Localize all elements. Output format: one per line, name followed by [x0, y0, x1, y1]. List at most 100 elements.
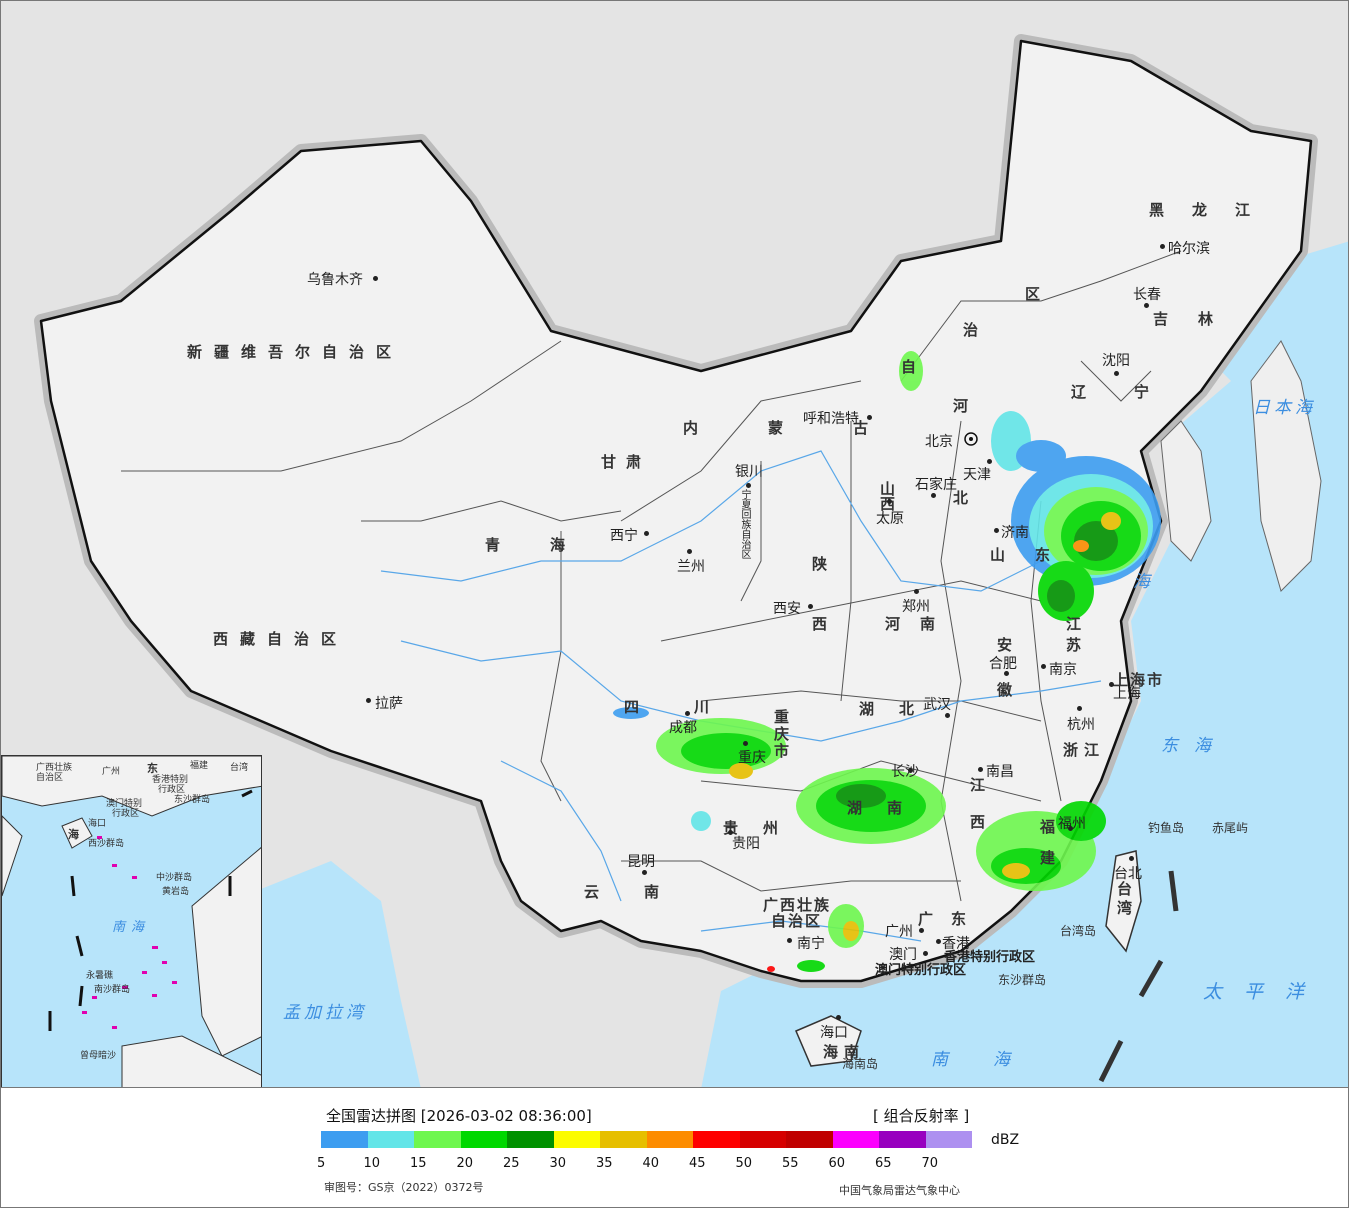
- city-dot: [908, 768, 913, 773]
- inset-label-guangzhou: 广州: [102, 767, 121, 777]
- province-label-neimenggu: 内蒙古: [683, 419, 939, 437]
- province-label-hunan: 湖南: [847, 799, 928, 817]
- province-label-guangxi-2: 自治区: [771, 912, 823, 930]
- province-label-xizang: 西藏自治区: [213, 630, 349, 648]
- legend-swatch: [879, 1131, 926, 1148]
- province-label-jilin: 吉林: [1153, 310, 1244, 328]
- city-dot: [914, 589, 919, 594]
- island-taiwan: 台湾岛: [1060, 924, 1097, 938]
- city-fuzhou: 福州: [1058, 816, 1086, 832]
- city-dot: [687, 549, 692, 554]
- city-dot: [936, 939, 941, 944]
- legend-swatch: [786, 1131, 833, 1148]
- legend-tick-label: 25: [503, 1156, 520, 1171]
- inset-label-hk-2: 行政区: [158, 785, 186, 795]
- legend-swatch: [553, 1131, 600, 1148]
- inset-label-huangyan: 黄岩岛: [162, 887, 190, 897]
- legend-swatch: [925, 1131, 972, 1148]
- city-dot: [1129, 856, 1134, 861]
- province-label-hebei-bei: 北: [953, 489, 981, 507]
- city-dot: [887, 499, 892, 504]
- legend-swatch: [367, 1131, 414, 1148]
- city-dot: [1144, 303, 1149, 308]
- city-dot: [642, 870, 647, 875]
- city-guiyang: 贵阳: [732, 836, 760, 852]
- province-label-neimenggu-zhi: 治: [963, 321, 991, 339]
- radar-map: 新疆维吾尔自治区 西藏自治区 青海 甘肃 内蒙古 四川 云南 黑龙江 吉林 辽宁…: [0, 0, 1349, 1088]
- province-label-hainan: 海南: [823, 1043, 866, 1061]
- legend-tick-label: 65: [875, 1156, 892, 1171]
- legend-tick-label: 70: [921, 1156, 939, 1171]
- inset-label-guangdong: 东: [147, 762, 158, 775]
- province-label-liaoning: 辽宁: [1071, 383, 1198, 401]
- city-wuhan: 武汉: [923, 697, 951, 713]
- inset-label-yongshu: 永暑礁: [86, 971, 114, 981]
- approval-number: 审图号：GS京（2022）0372号: [324, 1181, 484, 1194]
- city-dot: [685, 711, 690, 716]
- city-hongkong: 香港: [942, 936, 970, 952]
- city-lanzhou: 兰州: [677, 559, 705, 575]
- city-changsha: 长沙: [891, 764, 919, 780]
- city-dot: [1004, 671, 1009, 676]
- city-shenyang: 沈阳: [1102, 353, 1130, 369]
- island-hainan: 海南岛: [842, 1057, 879, 1071]
- sea-label-east-china: 东海: [1161, 736, 1227, 756]
- legend-tick-label: 10: [363, 1156, 381, 1171]
- inset-label-taiwan: 台湾: [230, 763, 249, 773]
- city-hefei: 合肥: [989, 656, 1017, 672]
- province-label-shanxi: 山西: [878, 481, 896, 511]
- sea-label-bohai: 海: [1133, 572, 1160, 592]
- city-jinan: 济南: [1001, 525, 1029, 541]
- province-label-jiangsu: 江苏: [1064, 616, 1082, 658]
- province-label-shandong: 山东: [990, 546, 1081, 564]
- city-chongqing: 重庆: [738, 750, 766, 766]
- province-label-anhui: 安徽: [995, 637, 1013, 727]
- sea-label-south-china: 南海: [931, 1050, 1055, 1070]
- city-dot: [994, 528, 999, 533]
- province-label-neimenggu-qu: 区: [1025, 285, 1053, 303]
- sar-label-hongkong: 香港特别行政区: [944, 950, 1036, 965]
- sea-label-bengal: 孟加拉湾: [283, 1003, 367, 1023]
- city-taiyuan: 太原: [876, 511, 904, 527]
- province-label-hebei-he: 河: [953, 397, 981, 415]
- city-yinchuan: 银川: [735, 464, 763, 480]
- city-dot: [1077, 706, 1082, 711]
- city-urumqi: 乌鲁木齐: [307, 272, 363, 288]
- legend-tick-label: 15: [410, 1156, 427, 1171]
- province-label-neimenggu-zi: 自: [901, 358, 929, 376]
- province-label-shanghai: 上海市: [1113, 671, 1165, 689]
- legend-tick-label: 20: [456, 1156, 474, 1171]
- province-label-xinjiang: 新疆维吾尔自治区: [187, 343, 404, 361]
- legend-swatch: [693, 1131, 740, 1148]
- city-zhengzhou: 郑州: [902, 599, 930, 615]
- province-label-hubei: 湖北: [859, 700, 940, 718]
- product-label: [ 组合反射率 ]: [873, 1107, 970, 1125]
- city-dot: [867, 415, 872, 420]
- inset-label-guangxi-2: 自治区: [36, 773, 64, 783]
- city-tianjin: 天津: [963, 467, 991, 483]
- inset-label-guangxi: 广西壮族: [36, 763, 73, 773]
- city-dot: [746, 483, 751, 488]
- city-nanning: 南宁: [797, 936, 825, 952]
- legend-tick-label: 45: [689, 1156, 706, 1171]
- inset-label-hainan: 海: [68, 828, 79, 841]
- inset-label-fujian: 福建: [190, 761, 209, 771]
- city-macau: 澳门: [889, 947, 917, 963]
- legend-tick-label: 55: [782, 1156, 799, 1171]
- legend-footer: 全国雷达拼图 [2026-03-02 08:36:00] [ 组合反射率 ] d…: [0, 1088, 1349, 1208]
- province-label-jiangxi: 江西: [968, 777, 986, 851]
- city-dot: [1041, 664, 1046, 669]
- legend-tick-label: 35: [596, 1156, 613, 1171]
- legend-unit: dBZ: [991, 1132, 1020, 1148]
- city-dot: [366, 698, 371, 703]
- province-label-fujian: 福建: [1038, 819, 1056, 881]
- legend-tick-label: 60: [828, 1156, 846, 1171]
- city-dot: [836, 1015, 841, 1020]
- inset-label-zengmu: 曾母暗沙: [80, 1051, 117, 1061]
- map-title: 全国雷达拼图 [2026-03-02 08:36:00]: [326, 1107, 592, 1125]
- province-label-heilongjiang: 黑龙江: [1149, 201, 1279, 219]
- city-dot: [644, 531, 649, 536]
- city-nanchang: 南昌: [986, 764, 1014, 780]
- city-kunming: 昆明: [627, 854, 655, 870]
- city-dot: [987, 459, 992, 464]
